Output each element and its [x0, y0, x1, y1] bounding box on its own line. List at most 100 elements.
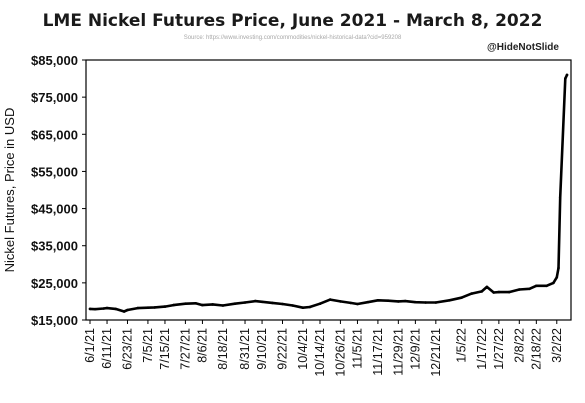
- data-point: [88, 307, 92, 311]
- x-tick-label: 8/18/21: [216, 328, 230, 370]
- data-point: [146, 306, 150, 310]
- data-point: [528, 287, 531, 291]
- y-tick-label: $15,000: [31, 313, 78, 328]
- x-tick-label: 1/5/22: [454, 328, 468, 363]
- data-point: [376, 299, 380, 302]
- data-point: [253, 299, 257, 303]
- x-tick-label: 2/18/22: [529, 328, 543, 370]
- data-point: [201, 303, 204, 307]
- data-point: [184, 302, 187, 306]
- data-point: [318, 302, 322, 306]
- data-point: [301, 306, 305, 310]
- data-point: [136, 306, 139, 310]
- data-point: [328, 298, 332, 301]
- data-point: [349, 301, 352, 305]
- data-point: [339, 300, 342, 303]
- data-point: [260, 300, 264, 304]
- data-point: [194, 302, 197, 305]
- data-point: [211, 303, 214, 306]
- x-tick-label: 1/27/22: [492, 328, 506, 370]
- plot-frame: [85, 59, 572, 321]
- x-tick-label: 10/4/21: [296, 328, 310, 370]
- y-tick-label: $75,000: [31, 90, 78, 105]
- y-axis: $15,000 $25,000 $35,000 $45,000 $55,000 $65,0…: [31, 53, 86, 328]
- data-point: [221, 304, 225, 307]
- chart-title: LME Nickel Futures Price, June 2021 - Ma…: [42, 11, 543, 31]
- x-tick-label: 11/5/21: [350, 328, 364, 369]
- data-point: [366, 300, 370, 304]
- x-tick-label: 6/11/21: [100, 328, 114, 369]
- x-tick-label: 7/5/21: [141, 328, 155, 363]
- series-group: [88, 73, 569, 313]
- data-point: [424, 301, 427, 304]
- data-point: [172, 303, 175, 307]
- data-point: [485, 285, 489, 289]
- x-tick-label: 9/22/21: [276, 328, 290, 370]
- y-axis-label: Nickel Futures, Price in USD: [2, 108, 17, 273]
- data-point: [163, 305, 167, 308]
- x-tick-label: 10/14/21: [313, 328, 327, 377]
- data-point: [518, 288, 521, 291]
- data-point: [470, 292, 473, 295]
- x-tick-label: 1/17/22: [475, 328, 489, 370]
- data-point: [356, 302, 359, 306]
- data-point: [507, 290, 511, 294]
- x-tick-label: 9/10/21: [255, 328, 269, 370]
- data-point: [552, 281, 555, 285]
- data-point: [558, 196, 562, 199]
- data-point: [105, 306, 109, 310]
- data-point: [386, 299, 390, 303]
- x-tick-label: 10/26/21: [333, 328, 347, 377]
- data-point: [535, 284, 538, 288]
- data-point: [243, 301, 247, 304]
- data-point: [291, 304, 295, 307]
- data-point: [564, 77, 567, 80]
- y-tick-label: $85,000: [31, 53, 78, 68]
- x-tick-label: 11/17/21: [371, 328, 385, 376]
- data-point: [397, 300, 400, 303]
- data-point: [93, 307, 97, 311]
- x-tick-label: 7/27/21: [178, 328, 192, 370]
- x-tick-label: 8/31/21: [238, 328, 252, 370]
- data-point: [102, 307, 105, 310]
- data-point: [434, 301, 438, 304]
- x-tick-label: 12/9/21: [408, 328, 422, 370]
- data-point: [233, 302, 237, 306]
- data-point: [497, 290, 501, 294]
- y-tick-label: $45,000: [31, 202, 78, 217]
- data-point: [114, 307, 117, 311]
- x-axis: 6/1/21 6/11/21 6/23/21 7/5/21 7/15/21 7/27/21…: [83, 320, 564, 377]
- data-point: [271, 301, 274, 305]
- data-point: [308, 305, 312, 309]
- y-tick-label: $55,000: [31, 164, 78, 179]
- watermark: @HideNotSlide: [487, 42, 559, 53]
- data-point: [403, 299, 407, 303]
- data-point: [281, 302, 284, 306]
- series-line: [88, 73, 569, 313]
- data-point: [557, 266, 560, 270]
- x-tick-label: 2/8/22: [512, 328, 526, 363]
- x-tick-label: 7/15/21: [158, 328, 172, 370]
- data-point: [480, 290, 484, 293]
- data-point: [492, 291, 496, 294]
- x-tick-label: 8/6/21: [195, 328, 209, 363]
- y-tick-label: $65,000: [31, 127, 78, 142]
- data-point: [122, 310, 126, 313]
- y-tick-label: $35,000: [31, 239, 78, 254]
- data-point: [126, 308, 129, 312]
- data-point: [460, 296, 463, 300]
- x-tick-label: 11/29/21: [391, 328, 405, 376]
- y-tick-label: $25,000: [31, 276, 78, 291]
- data-point: [414, 300, 417, 304]
- data-point: [555, 276, 559, 279]
- x-tick-label: 12/21/21: [429, 328, 443, 377]
- data-point: [545, 284, 548, 288]
- data-point: [153, 306, 156, 309]
- source-note: Source: https://www.investing.com/commod…: [183, 35, 402, 41]
- data-point: [448, 299, 451, 302]
- x-tick-label: 6/23/21: [120, 328, 134, 370]
- data-point: [565, 73, 569, 77]
- x-tick-label: 3/2/22: [550, 328, 564, 363]
- x-tick-label: 6/1/21: [83, 328, 97, 363]
